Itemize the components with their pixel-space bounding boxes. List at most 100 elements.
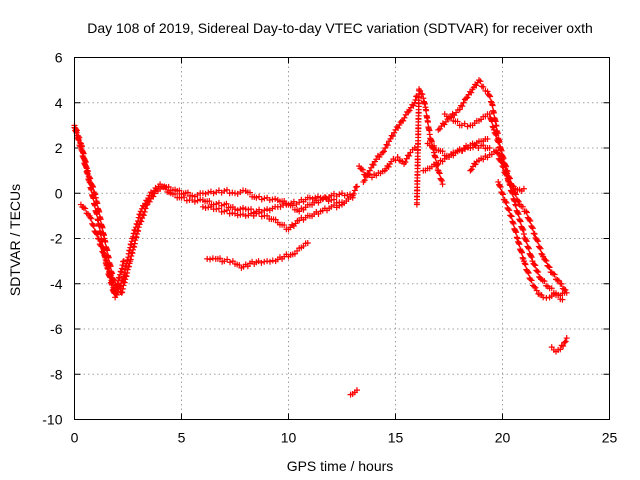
data-point [439,181,446,188]
data-point-interp [224,256,231,263]
data-point-interp [505,177,512,184]
data-point-interp [410,102,417,109]
data-point-interp [207,256,214,263]
data-point-interp [223,186,230,193]
data-point [463,95,470,102]
data-point-interp [396,122,403,129]
data-point-interp [562,338,569,345]
data-point-interp [140,212,147,219]
data-point-interp [389,133,396,140]
data-point-interp [92,191,99,198]
data-point-interp [513,234,520,241]
data-point [253,194,260,201]
y-axis-label: SDTVAR / TECUs [7,184,23,296]
data-point [103,258,110,265]
data-point-interp [78,143,85,150]
data-point-interp [513,229,520,236]
data-point-interp [384,142,391,149]
data-point-interp [520,227,527,234]
data-point-interp [116,275,123,282]
y-tick-label: -6 [50,321,63,337]
data-point-interp [391,129,398,136]
data-point-interp [122,276,129,283]
data-point-interp [493,131,500,138]
data-point-interp [526,216,533,223]
data-point-interp [258,196,265,203]
data-series-track-11 [424,140,493,161]
data-point-interp [87,175,94,182]
data-point-interp [524,268,531,275]
data-point-interp [104,262,111,269]
data-point-interp [205,189,212,196]
data-point-interp [223,207,230,214]
data-point-interp [534,268,541,275]
data-point-interp [380,148,387,155]
data-point [527,276,534,283]
data-point-interp [402,111,409,118]
data-point-interp [76,134,83,141]
data-point-interp [95,236,102,243]
data-point-interp [545,263,552,270]
data-point [353,387,360,394]
data-point-interp [89,182,96,189]
data-point [339,201,345,208]
data-point-interp [141,208,148,215]
data-point-interp [468,89,475,96]
x-axis-label: GPS time / hours [287,458,394,474]
data-point [264,206,271,213]
data-point-interp [497,184,504,191]
data-point-interp [504,172,511,179]
data-point-interp [512,191,519,198]
data-point-interp [505,206,512,213]
data-point [467,167,474,174]
data-point-interp [461,120,468,127]
data-point-interp [515,211,522,218]
data-point-interp [514,197,521,204]
data-point-interp [96,208,103,215]
data-point-interp [518,249,525,256]
data-point-interp [184,189,191,196]
data-point-interp [322,194,329,201]
data-point-interp [417,87,424,94]
data-point-interp [448,114,455,121]
data-series-track-7 [360,92,420,185]
data-point-interp [98,243,105,250]
data-point-interp [439,148,446,155]
data-point-interp [138,218,145,225]
data-point-interp [498,147,505,154]
data-point [563,289,570,296]
data-point-interp [489,102,496,109]
data-point [379,149,386,156]
data-point-interp [82,159,89,166]
x-tick-label: 15 [388,430,404,446]
data-point-interp [560,342,567,349]
data-point-interp [258,259,265,266]
data-point-interp [477,78,484,85]
data-point-interp [266,258,273,265]
data-point-interp [514,210,521,217]
data-point-interp [519,203,526,210]
data-point-interp [99,224,106,231]
data-point-interp [423,107,430,114]
data-point-interp [503,199,510,206]
data-point-interp [496,182,503,189]
data-point-interp [102,256,109,263]
data-point-interp [515,240,522,247]
data-point-interp [454,118,461,125]
data-point-interp [532,284,539,291]
data-point-interp [90,184,97,191]
data-point-interp [468,166,475,173]
data-point [353,183,360,190]
data-point-interp [114,281,121,288]
data-series-track-15 [495,178,566,303]
data-point-interp [522,261,529,268]
data-point-interp [80,150,87,157]
data-point-interp [525,270,532,277]
data-point-interp [118,268,125,275]
data-point-interp [361,171,368,178]
data-point-interp [510,220,517,227]
data-point [531,230,538,237]
data-point-interp [93,230,100,237]
data-point-interp [495,139,502,146]
data-point-interp [486,92,493,99]
